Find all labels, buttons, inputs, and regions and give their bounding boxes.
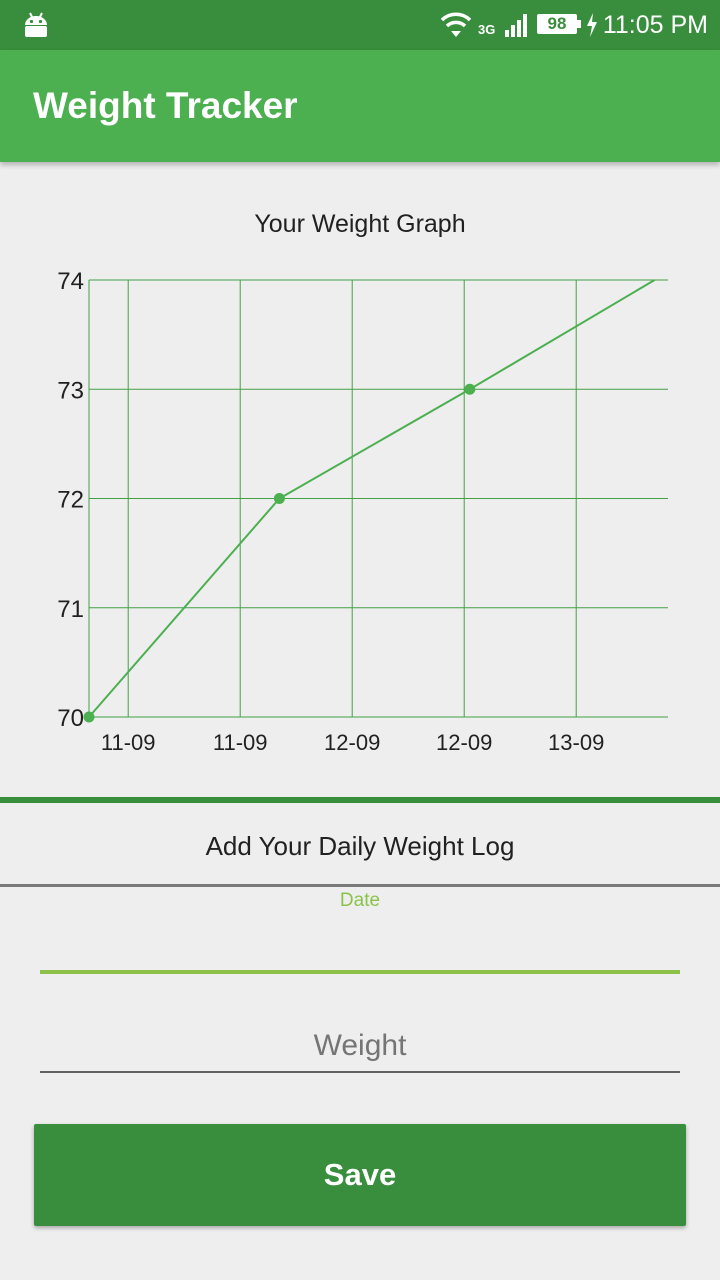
status-bar: 3G 98 11:05 PM <box>0 0 720 50</box>
y-tick-label: 72 <box>57 487 84 514</box>
chart-title: Your Weight Graph <box>254 210 466 238</box>
app-bar: Weight Tracker <box>0 50 720 162</box>
y-tick-label: 70 <box>57 705 84 732</box>
date-label: Date <box>339 890 381 911</box>
charge-icon <box>587 13 597 37</box>
series-line <box>88 279 656 718</box>
weight-underline <box>40 1071 680 1073</box>
date-underline <box>40 970 680 974</box>
data-point <box>273 493 285 504</box>
form-title: Add Your Daily Weight Log <box>205 831 515 861</box>
y-tick-label: 71 <box>57 596 84 623</box>
weight-field[interactable]: Weight <box>40 1022 680 1076</box>
x-tick-label: 11-09 <box>213 730 268 755</box>
data-point <box>83 711 95 723</box>
weight-chart: 70 71 72 73 74 11-09 11-09 12-09 12-09 13-09 <box>57 268 668 755</box>
date-field[interactable]: Date <box>40 886 680 976</box>
x-tick-label: 11-09 <box>101 730 156 755</box>
y-tick-label: 74 <box>57 268 84 295</box>
status-clock: 11:05 PM <box>602 11 708 39</box>
signal-icon <box>505 14 527 37</box>
x-tick-label: 13-09 <box>548 730 604 755</box>
save-button[interactable]: Save <box>34 1124 686 1226</box>
x-tick-label: 12-09 <box>324 730 380 755</box>
android-icon <box>25 12 47 37</box>
section-divider <box>0 797 720 803</box>
network-type: 3G <box>478 22 496 37</box>
battery-level: 98 <box>547 14 567 33</box>
x-tick-label: 12-09 <box>436 730 492 755</box>
data-point <box>464 383 476 395</box>
form-divider <box>0 884 720 887</box>
battery-icon <box>537 14 581 34</box>
y-tick-label: 73 <box>57 377 84 404</box>
weight-placeholder: Weight <box>313 1029 407 1062</box>
wifi-icon <box>441 12 471 37</box>
app-title: Weight Tracker <box>33 85 298 126</box>
